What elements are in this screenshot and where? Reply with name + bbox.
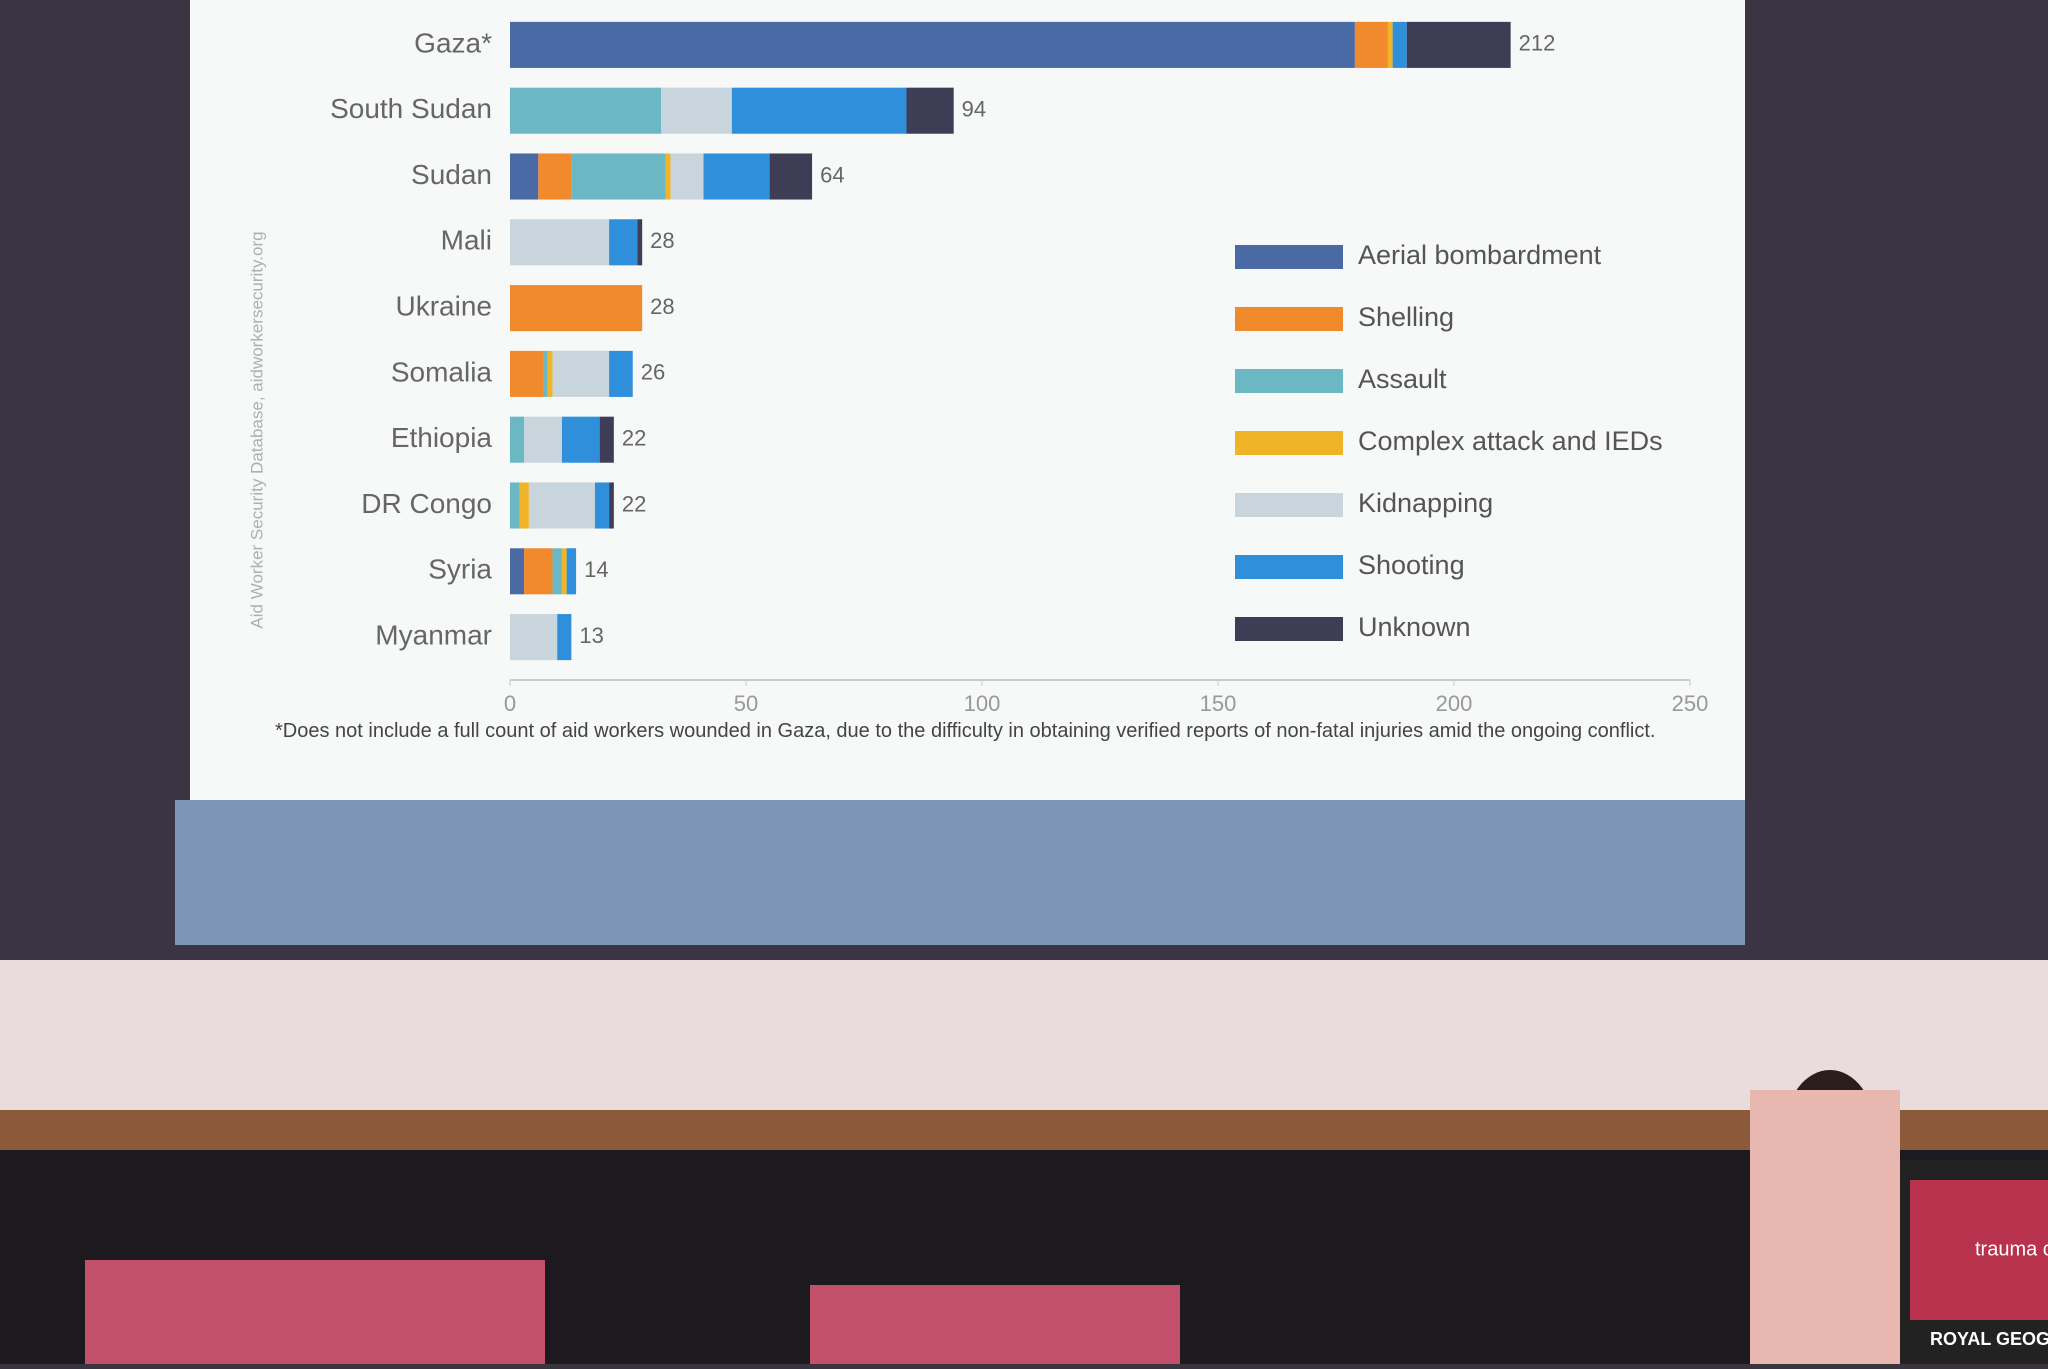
bar-segment	[524, 416, 562, 463]
total-label: 212	[1519, 31, 1556, 56]
x-tick-label: 100	[964, 691, 1001, 716]
y-tick-label: Somalia	[391, 356, 493, 387]
legend-swatch	[1235, 493, 1343, 517]
y-tick-label: DR Congo	[361, 488, 492, 519]
legend-swatch	[1235, 617, 1343, 641]
y-tick-label: Ukraine	[396, 290, 492, 321]
legend-swatch	[1235, 369, 1343, 393]
legend-label: Shooting	[1358, 550, 1465, 580]
y-tick-label: Gaza*	[414, 27, 492, 58]
speaker-body	[1750, 1090, 1900, 1364]
total-label: 14	[584, 557, 608, 582]
bar-segment	[661, 87, 732, 134]
bar-segment	[670, 153, 704, 200]
screen-lower	[0, 960, 2048, 1120]
bar-segment	[594, 482, 610, 529]
bar-segment	[599, 416, 614, 463]
x-tick-label: 200	[1436, 691, 1473, 716]
legend-label: Shelling	[1358, 302, 1454, 332]
bar-segment	[731, 87, 907, 134]
bar-segment	[571, 153, 666, 200]
bar-segment	[510, 285, 643, 332]
legend-swatch	[1235, 555, 1343, 579]
bar-segment	[566, 548, 577, 595]
bar-segment	[510, 416, 525, 463]
table-cloth	[810, 1285, 1180, 1364]
bar-segment	[510, 614, 558, 661]
total-label: 22	[622, 426, 646, 451]
stage-rail	[0, 1110, 2048, 1150]
bar-segment	[510, 219, 610, 266]
x-tick-label: 250	[1672, 691, 1709, 716]
slide-band	[175, 800, 1745, 945]
total-label: 28	[650, 294, 674, 319]
bar-segment	[510, 21, 1355, 68]
legend-label: Kidnapping	[1358, 488, 1493, 518]
bar-segment	[552, 350, 610, 397]
bar-segment	[510, 153, 539, 200]
bar-segment	[703, 153, 770, 200]
podium-sign	[1910, 1180, 2048, 1320]
total-label: 64	[820, 162, 844, 187]
source-note: Aid Worker Security Database, aidworkers…	[247, 231, 266, 628]
bar-segment	[665, 153, 671, 200]
bar-segment	[609, 482, 614, 529]
table-cloth	[85, 1260, 545, 1364]
legend-label: Aerial bombardment	[1358, 240, 1602, 270]
x-tick-label: 0	[504, 691, 516, 716]
bar-segment	[561, 416, 600, 463]
bar-segment	[519, 482, 529, 529]
x-tick-label: 50	[734, 691, 758, 716]
legend-swatch	[1235, 431, 1343, 455]
bar-segment	[510, 87, 662, 134]
bar-segment	[547, 350, 553, 397]
bar-segment	[552, 548, 562, 595]
y-tick-label: Sudan	[411, 159, 492, 190]
bar-segment	[769, 153, 813, 200]
total-label: 28	[650, 228, 674, 253]
y-tick-label: Ethiopia	[391, 422, 493, 453]
y-tick-label: South Sudan	[330, 93, 492, 124]
bar-segment	[906, 87, 954, 134]
bar-segment	[524, 548, 553, 595]
bar-segment	[557, 614, 572, 661]
bar-segment	[543, 350, 548, 397]
bar-segment	[561, 548, 567, 595]
legend-swatch	[1235, 245, 1343, 269]
bar-segment	[1406, 21, 1511, 68]
bar-segment	[528, 482, 595, 529]
slide	[190, 0, 1745, 810]
bar-segment	[609, 219, 638, 266]
bar-segment	[510, 548, 525, 595]
bar-segment	[609, 350, 633, 397]
y-tick-label: Mali	[441, 225, 492, 256]
total-label: 26	[641, 360, 665, 385]
legend-label: Complex attack and IEDs	[1358, 426, 1663, 456]
bar-segment	[510, 482, 520, 529]
legend-label: Unknown	[1358, 612, 1471, 642]
bar-segment	[538, 153, 572, 200]
venue-text: ROYAL GEOGRAPHIC	[1930, 1329, 2048, 1349]
y-tick-label: Syria	[428, 554, 492, 585]
footnote: *Does not include a full count of aid wo…	[275, 720, 1656, 742]
bar-segment	[1354, 21, 1388, 68]
total-label: 22	[622, 491, 646, 516]
total-label: 13	[579, 623, 603, 648]
legend-swatch	[1235, 307, 1343, 331]
bar-segment	[1392, 21, 1407, 68]
bar-segment	[510, 350, 544, 397]
legend-label: Assault	[1358, 364, 1447, 394]
y-tick-label: Myanmar	[375, 619, 492, 650]
podium-text: trauma confere	[1975, 1238, 2048, 1260]
bar-segment	[1387, 21, 1393, 68]
footnote-box: *Does not include a full count of aid wo…	[275, 720, 1656, 742]
bar-segment	[637, 219, 643, 266]
total-label: 94	[962, 97, 986, 122]
x-tick-label: 150	[1200, 691, 1237, 716]
